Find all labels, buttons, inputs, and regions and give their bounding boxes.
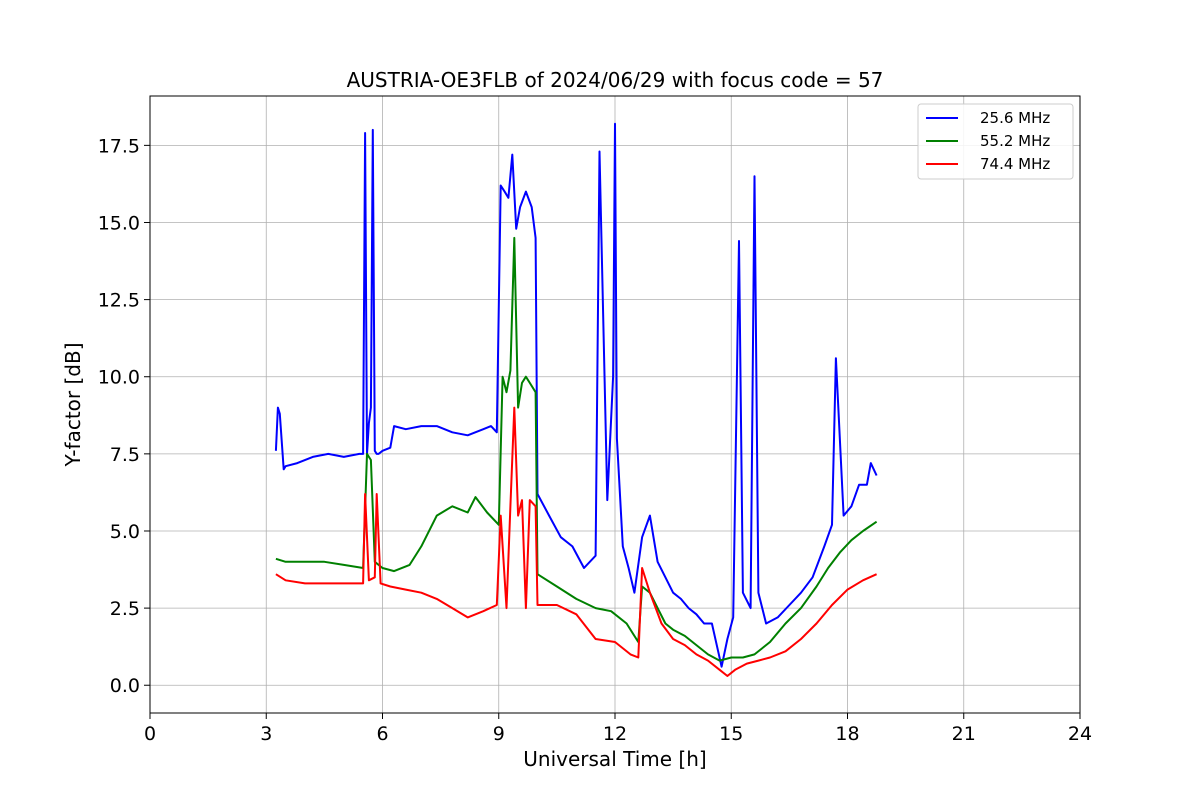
y-tick-label: 17.5 <box>98 135 140 157</box>
y-axis-label: Y-factor [dB] <box>61 342 85 467</box>
y-axis: 0.0 2.5 5.0 7.5 10.0 12.5 15.0 17.5 <box>98 135 150 697</box>
y-tick-label: 0.0 <box>110 675 140 697</box>
series-line-3 <box>275 406 878 677</box>
x-axis-label: Universal Time [h] <box>523 747 706 771</box>
series-layer <box>274 122 878 677</box>
y-tick-label: 5.0 <box>110 521 140 543</box>
legend-label-1: 25.6 MHz <box>980 109 1050 127</box>
x-tick-label: 15 <box>719 723 743 745</box>
y-tick-label: 2.5 <box>110 598 140 620</box>
y-tick-label: 10.0 <box>98 367 140 389</box>
x-tick-label: 3 <box>260 723 272 745</box>
x-tick-label: 24 <box>1068 723 1092 745</box>
y-tick-label: 15.0 <box>98 212 140 234</box>
x-tick-label: 18 <box>835 723 859 745</box>
x-tick-label: 0 <box>144 723 156 745</box>
legend: 25.6 MHz 55.2 MHz 74.4 MHz <box>917 103 1074 180</box>
x-tick-label: 6 <box>376 723 388 745</box>
series-line-1 <box>274 122 878 668</box>
y-tick-label: 12.5 <box>98 290 140 312</box>
legend-label-3: 74.4 MHz <box>980 155 1050 173</box>
legend-label-2: 55.2 MHz <box>980 132 1050 150</box>
chart-title: AUSTRIA-OE3FLB of 2024/06/29 with focus … <box>347 68 884 92</box>
x-axis: 0 3 6 9 12 15 18 21 24 <box>144 713 1092 745</box>
x-tick-label: 21 <box>952 723 976 745</box>
x-tick-label: 9 <box>493 723 505 745</box>
y-tick-label: 7.5 <box>110 444 140 466</box>
legend-box <box>917 103 1074 180</box>
x-tick-label: 12 <box>603 723 627 745</box>
